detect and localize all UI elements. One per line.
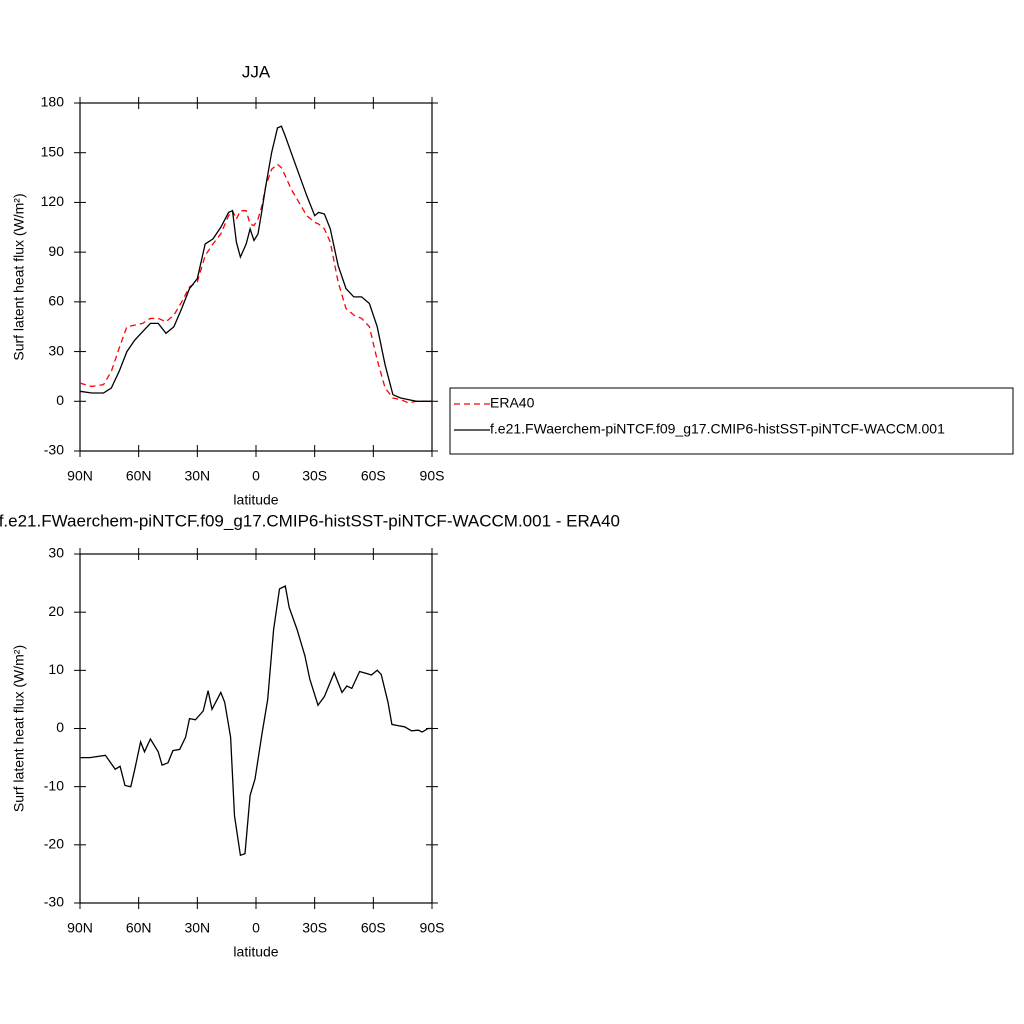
y-tick-label: -30 — [44, 894, 64, 910]
data-line — [80, 585, 432, 857]
x-axis-label: latitude — [233, 492, 278, 508]
y-tick-label: 90 — [48, 243, 64, 259]
y-tick-label: 30 — [48, 545, 64, 561]
y-tick-label: -10 — [44, 777, 64, 793]
y-tick-label: 60 — [48, 293, 64, 309]
x-tick-label: 30S — [302, 468, 327, 484]
y-tick-label: 20 — [48, 603, 64, 619]
x-tick-label: 30N — [184, 468, 210, 484]
x-tick-label: 60N — [126, 920, 152, 936]
data-line — [79, 163, 432, 404]
plot-frame — [79, 102, 433, 452]
y-tick-label: -20 — [44, 836, 64, 852]
plot-frame — [79, 553, 433, 904]
y-tick-label: 0 — [56, 392, 64, 408]
y-tick-label: -30 — [44, 442, 64, 458]
y-tick-label: 150 — [41, 143, 65, 159]
y-axis-label: Surf latent heat flux (W/m²) — [11, 193, 27, 360]
y-axis-label: Surf latent heat flux (W/m²) — [11, 645, 27, 812]
x-axis-label: latitude — [233, 944, 278, 960]
x-tick-label: 90S — [420, 920, 445, 936]
x-tick-label: 60N — [126, 468, 152, 484]
data-line — [79, 125, 432, 402]
x-tick-label: 60S — [361, 468, 386, 484]
x-tick-label: 0 — [252, 920, 260, 936]
x-tick-label: 30N — [184, 920, 210, 936]
x-tick-label: 90N — [67, 468, 93, 484]
legend-label: ERA40 — [490, 395, 535, 411]
x-tick-label: 0 — [252, 468, 260, 484]
y-tick-label: 10 — [48, 661, 64, 677]
y-tick-label: 180 — [41, 94, 65, 110]
y-tick-label: 0 — [56, 719, 64, 735]
legend-label: f.e21.FWaerchem-piNTCF.f09_g17.CMIP6-his… — [490, 421, 945, 437]
y-tick-label: 120 — [41, 193, 65, 209]
legend-box — [449, 387, 1014, 455]
x-tick-label: 90N — [67, 920, 93, 936]
x-tick-label: 60S — [361, 920, 386, 936]
y-tick-label: 30 — [48, 342, 64, 358]
chart-title: JJA — [242, 62, 271, 81]
chart-title: f.e21.FWaerchem-piNTCF.f09_g17.CMIP6-his… — [0, 511, 620, 530]
x-tick-label: 90S — [420, 468, 445, 484]
x-tick-label: 30S — [302, 920, 327, 936]
